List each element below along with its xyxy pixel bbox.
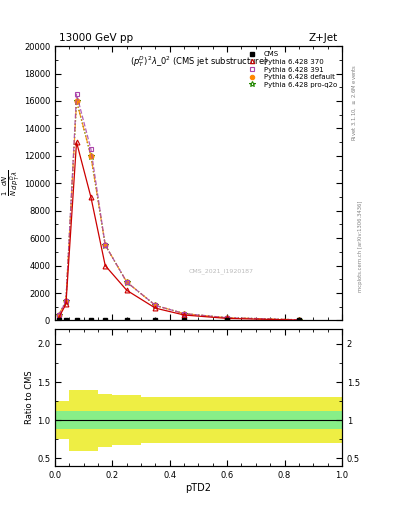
Pythia 6.428 370 bbox=[225, 315, 230, 322]
Pythia 6.428 pro-q2o bbox=[64, 298, 68, 304]
CMS bbox=[153, 317, 158, 323]
Pythia 6.428 391 bbox=[182, 311, 187, 317]
Pythia 6.428 370 bbox=[88, 194, 93, 200]
Line: CMS: CMS bbox=[56, 317, 301, 322]
Pythia 6.428 391 bbox=[74, 91, 79, 97]
CMS bbox=[56, 317, 61, 323]
Pythia 6.428 pro-q2o bbox=[74, 98, 79, 104]
Pythia 6.428 default bbox=[74, 98, 79, 104]
Line: Pythia 6.428 pro-q2o: Pythia 6.428 pro-q2o bbox=[56, 98, 302, 323]
Pythia 6.428 391 bbox=[88, 146, 93, 152]
Pythia 6.428 default bbox=[153, 302, 158, 308]
Pythia 6.428 pro-q2o bbox=[125, 279, 129, 285]
Pythia 6.428 391 bbox=[56, 312, 61, 318]
Pythia 6.428 391 bbox=[225, 315, 230, 321]
Text: mcplots.cern.ch [arXiv:1306.3436]: mcplots.cern.ch [arXiv:1306.3436] bbox=[358, 200, 363, 291]
Pythia 6.428 370 bbox=[125, 287, 129, 293]
Pythia 6.428 default bbox=[297, 317, 301, 323]
CMS bbox=[297, 317, 301, 323]
Pythia 6.428 pro-q2o bbox=[297, 317, 301, 323]
Pythia 6.428 default bbox=[225, 315, 230, 321]
Pythia 6.428 pro-q2o bbox=[103, 242, 108, 248]
Pythia 6.428 pro-q2o bbox=[56, 312, 61, 318]
Text: Rivet 3.1.10, $\geq$ 2.6M events: Rivet 3.1.10, $\geq$ 2.6M events bbox=[351, 64, 358, 141]
CMS bbox=[88, 317, 93, 323]
Pythia 6.428 default bbox=[125, 279, 129, 285]
Text: CMS_2021_I1920187: CMS_2021_I1920187 bbox=[189, 268, 254, 274]
Pythia 6.428 pro-q2o bbox=[182, 311, 187, 317]
CMS bbox=[74, 317, 79, 323]
Pythia 6.428 370 bbox=[64, 301, 68, 307]
Line: Pythia 6.428 default: Pythia 6.428 default bbox=[56, 98, 301, 322]
Pythia 6.428 default bbox=[56, 312, 61, 318]
CMS bbox=[103, 317, 108, 323]
Pythia 6.428 370 bbox=[153, 305, 158, 311]
Pythia 6.428 391 bbox=[125, 279, 129, 285]
CMS bbox=[64, 317, 68, 323]
Text: Z+Jet: Z+Jet bbox=[309, 33, 338, 44]
CMS bbox=[225, 317, 230, 323]
Text: 13000 GeV pp: 13000 GeV pp bbox=[59, 33, 133, 44]
Line: Pythia 6.428 391: Pythia 6.428 391 bbox=[56, 92, 301, 322]
Pythia 6.428 391 bbox=[64, 298, 68, 304]
Y-axis label: $\frac{1}{N}\frac{dN}{d\,p_T^D\lambda}$: $\frac{1}{N}\frac{dN}{d\,p_T^D\lambda}$ bbox=[1, 170, 22, 197]
Pythia 6.428 391 bbox=[153, 302, 158, 308]
Pythia 6.428 default bbox=[182, 311, 187, 317]
Line: Pythia 6.428 370: Pythia 6.428 370 bbox=[56, 140, 301, 323]
CMS bbox=[125, 317, 129, 323]
Pythia 6.428 370 bbox=[74, 139, 79, 145]
Pythia 6.428 pro-q2o bbox=[153, 302, 158, 308]
X-axis label: pTD2: pTD2 bbox=[185, 482, 211, 493]
Text: $(p_T^D)^2\lambda\_0^2$ (CMS jet substructure): $(p_T^D)^2\lambda\_0^2$ (CMS jet substru… bbox=[130, 54, 267, 69]
Pythia 6.428 391 bbox=[297, 317, 301, 323]
Pythia 6.428 391 bbox=[103, 242, 108, 248]
Pythia 6.428 pro-q2o bbox=[225, 315, 230, 321]
Y-axis label: Ratio to CMS: Ratio to CMS bbox=[25, 371, 34, 424]
Pythia 6.428 370 bbox=[182, 312, 187, 318]
Pythia 6.428 default bbox=[88, 153, 93, 159]
Pythia 6.428 370 bbox=[103, 263, 108, 269]
Legend: CMS, Pythia 6.428 370, Pythia 6.428 391, Pythia 6.428 default, Pythia 6.428 pro-: CMS, Pythia 6.428 370, Pythia 6.428 391,… bbox=[242, 50, 338, 89]
Pythia 6.428 default bbox=[103, 242, 108, 248]
Pythia 6.428 default bbox=[64, 298, 68, 304]
Pythia 6.428 pro-q2o bbox=[88, 153, 93, 159]
Pythia 6.428 370 bbox=[56, 315, 61, 321]
CMS bbox=[182, 317, 187, 323]
Pythia 6.428 370 bbox=[297, 317, 301, 323]
